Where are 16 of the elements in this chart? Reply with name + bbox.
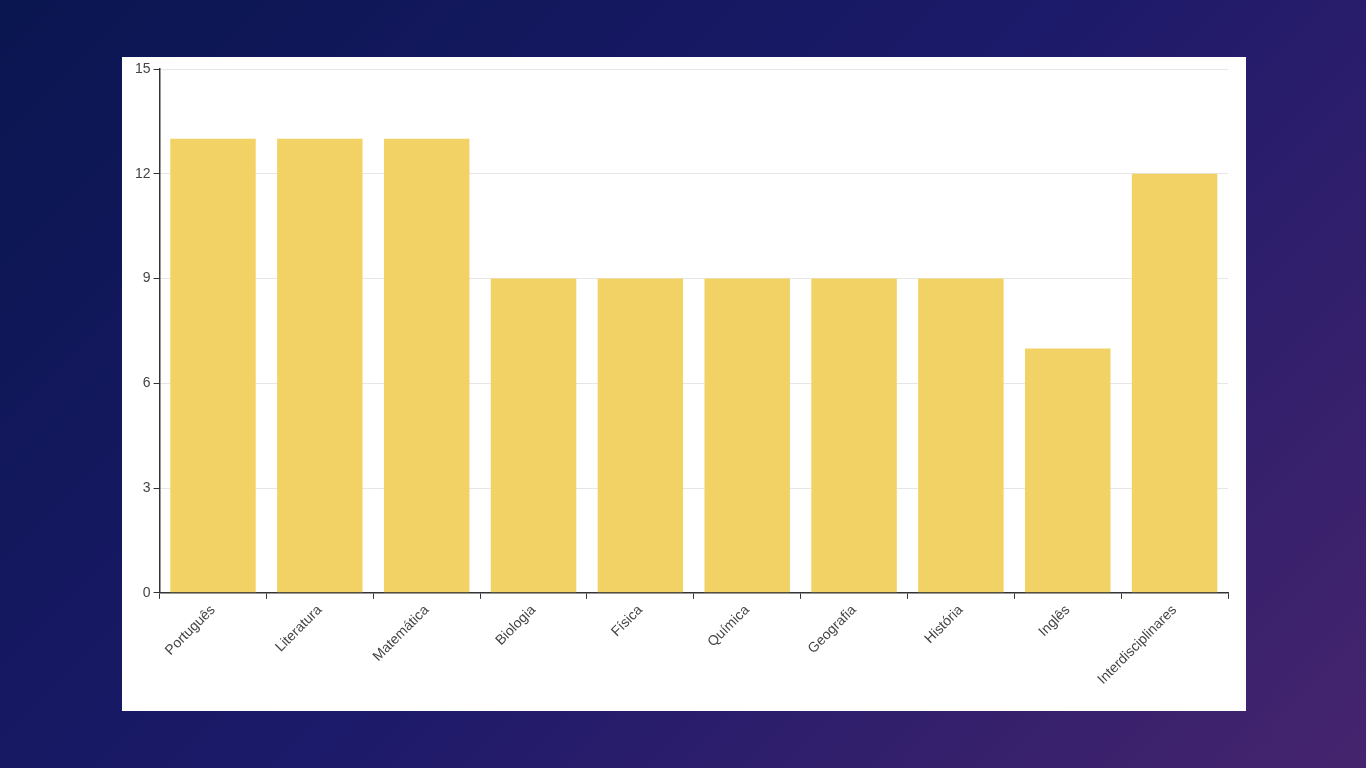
bar: [704, 278, 790, 593]
y-tick-label: 9: [142, 269, 151, 286]
bar: [811, 278, 897, 593]
bar: [1025, 348, 1111, 593]
bar: [490, 278, 577, 593]
bar: [383, 138, 470, 593]
y-tick-label: 6: [142, 374, 151, 391]
y-tick-label: 15: [134, 59, 151, 76]
y-tick-label: 12: [134, 164, 151, 181]
bar: [597, 278, 684, 593]
y-tick-label: 0: [142, 583, 151, 600]
bar: [1131, 173, 1218, 593]
bar: [277, 138, 363, 593]
bar: [170, 138, 256, 593]
bar: [918, 278, 1004, 593]
y-tick-label: 3: [142, 478, 151, 495]
